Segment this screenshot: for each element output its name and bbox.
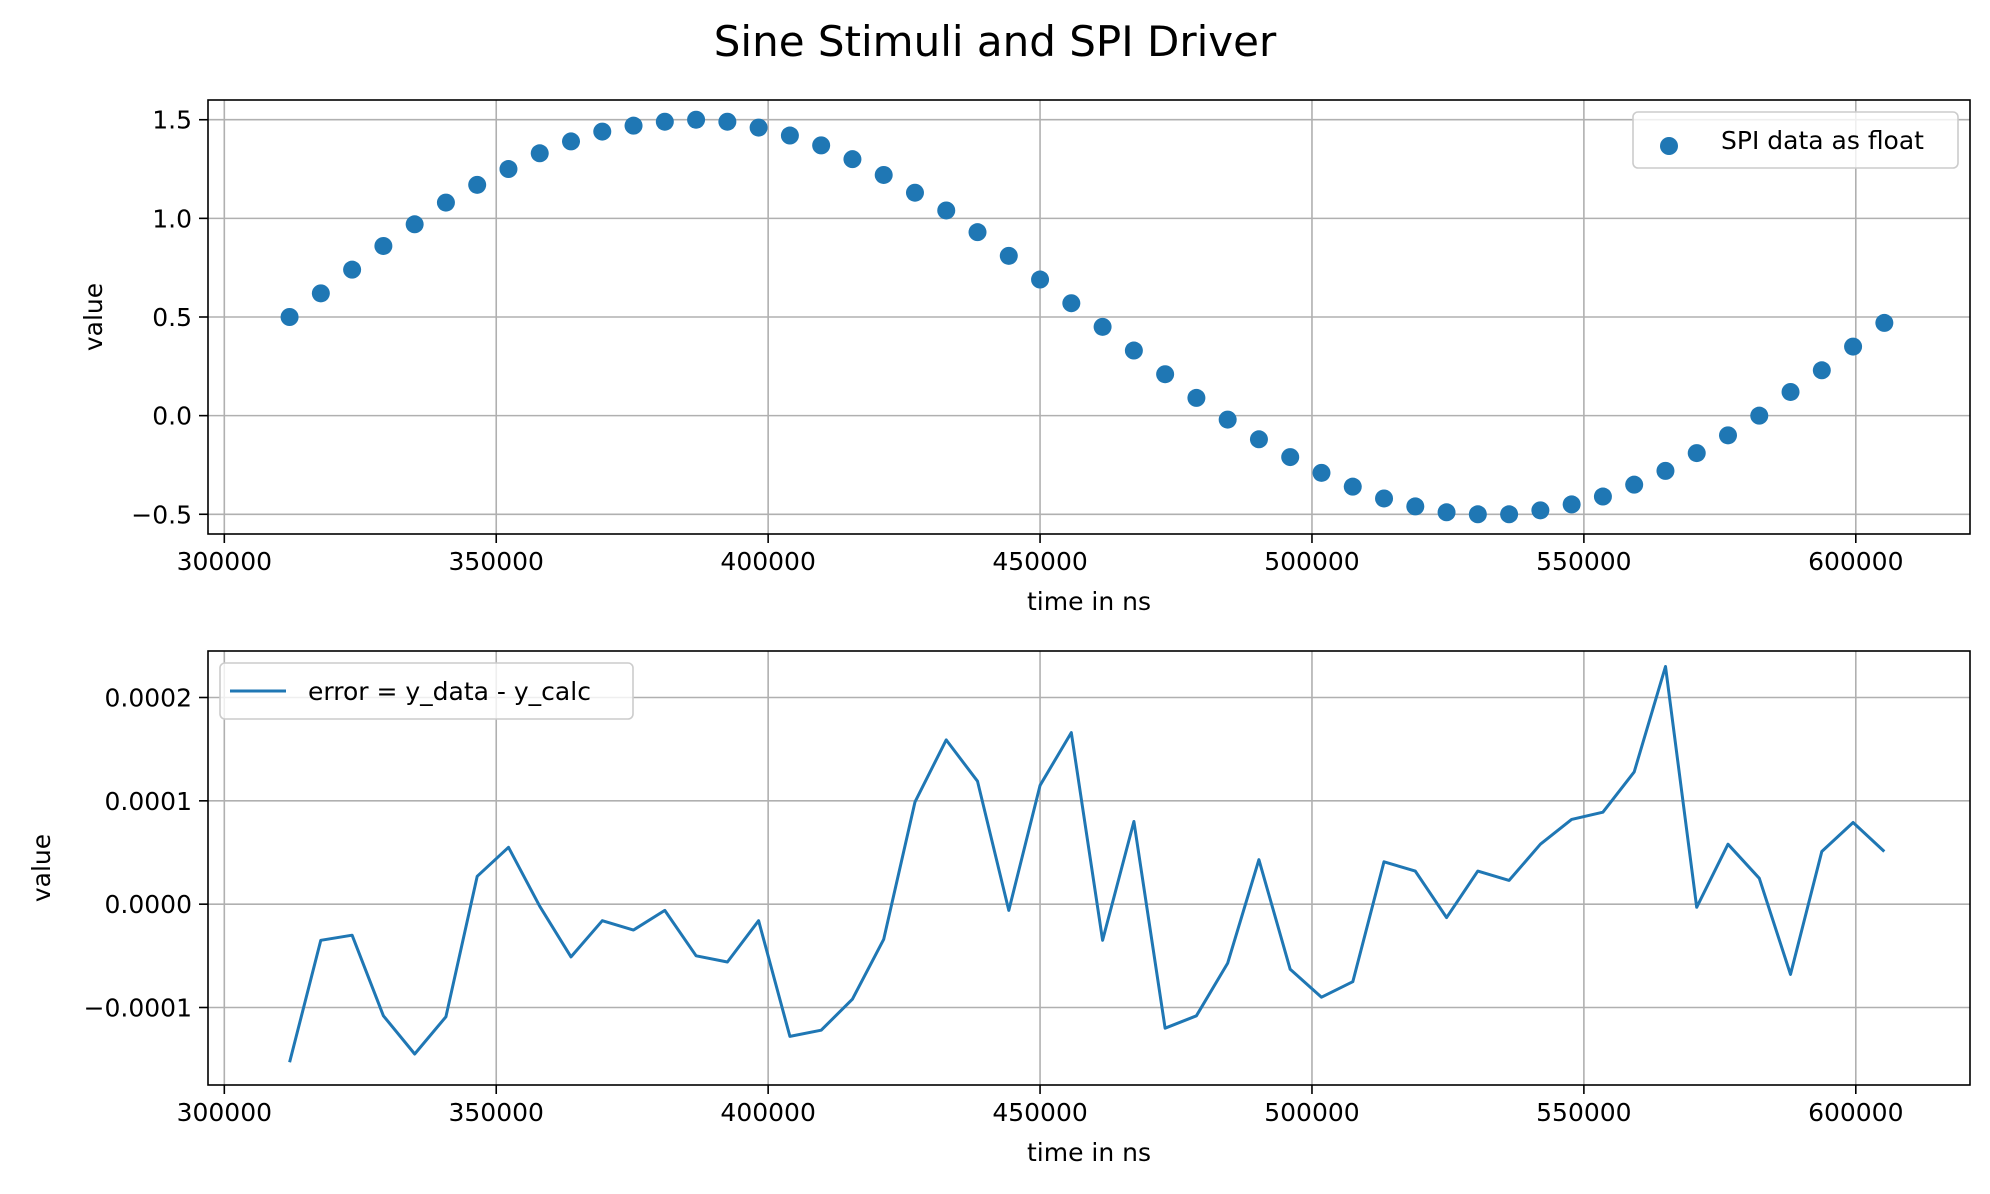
y-tick-label: 0.0001 [105,787,192,816]
scatter-point [1343,477,1362,496]
scatter-point [1687,444,1706,463]
x-tick-label: 550000 [1536,1098,1631,1127]
scatter-point [1156,365,1175,384]
scatter-point [874,165,893,184]
scatter-point [1562,495,1581,514]
scatter-point [1437,503,1456,522]
scatter-point [530,144,549,163]
axes-frame [207,99,1971,535]
x-tick-label: 450000 [992,547,1087,576]
scatter-point [1375,489,1394,508]
y-tick-label: −0.0001 [84,994,192,1023]
scatter-point [655,112,674,131]
scatter-point [1718,426,1737,445]
y-tick-label: −0.5 [131,500,192,529]
scatter-point [1124,341,1143,360]
scatter-point [311,284,330,303]
legend: SPI data as float [1632,111,1959,169]
scatter-point [1062,294,1081,313]
scatter-point [1281,448,1300,467]
y-tick-label: 1.0 [152,204,192,233]
x-tick-label: 400000 [720,547,815,576]
x-axis-label: time in ns [1027,1138,1151,1167]
scatter-point [1656,461,1675,480]
scatter-point [374,236,393,255]
x-tick-label: 350000 [449,547,544,576]
scatter-point [1187,388,1206,407]
scatter-point [780,126,799,145]
scatter-point [1531,501,1550,520]
x-axis-label: time in ns [1027,587,1151,616]
scatter-point [1625,475,1644,494]
scatter-point [937,201,956,220]
scatter-point [280,308,299,326]
scatter-point [687,110,706,129]
scatter-point [1406,497,1425,516]
scatter-point [562,132,581,151]
scatter-point [343,260,362,279]
x-tick-label: 350000 [449,1098,544,1127]
y-axis-label: value [79,283,108,351]
scatter-point [718,112,737,131]
scatter-point [499,160,518,179]
scatter-point [1218,410,1237,429]
axes-frame [207,650,1971,1086]
scatter-point [999,246,1018,265]
scatter-point [812,136,831,155]
y-tick-label: 1.5 [152,106,192,135]
legend-marker [1660,137,1678,155]
x-tick-label: 600000 [1808,547,1903,576]
scatter-point [1875,313,1894,332]
legend-label: SPI data as float [1721,126,1924,155]
y-tick-label: 0.0002 [105,684,192,713]
error-series-line [288,665,1886,1063]
scatter-point [1781,382,1800,401]
bottom-error-line-plot: 300000 350000 400000 450000 500000 550000 6000… [27,650,1971,1167]
scatter-point [624,116,643,135]
legend: error = y_data - y_calc [219,662,634,720]
scatter-point [905,183,924,202]
scatter-point [405,215,424,234]
x-tick-label: 450000 [992,1098,1087,1127]
scatter-point [1312,463,1331,482]
scatter-point [1468,505,1487,524]
scatter-point [1031,270,1050,289]
x-tick-label: 300000 [177,1098,272,1127]
scatter-point [1593,487,1612,506]
scatter-point [1844,337,1863,356]
scatter-point [1093,317,1112,336]
scatter-point [1750,406,1769,425]
y-tick-label: 0.0 [152,402,192,431]
scatter-point [1812,361,1831,380]
legend-label: error = y_data - y_calc [308,677,591,706]
x-tick-label: 400000 [720,1098,815,1127]
y-tick-label: 0.5 [152,303,192,332]
scatter-point [436,193,455,212]
scatter-point [968,223,987,242]
top-scatter-plot: 300000 350000 400000 450000 500000 550000 6000… [79,99,1971,616]
scatter-point [468,175,487,194]
scatter-point [843,150,862,169]
scatter-point [749,118,768,137]
y-axis-label: value [27,834,56,902]
x-tick-label: 500000 [1264,547,1359,576]
x-tick-label: 550000 [1536,547,1631,576]
legend-box [1632,111,1959,169]
scatter-point [1249,430,1268,449]
y-tick-label: 0.0000 [105,890,192,919]
figure-title: Sine Stimuli and SPI Driver [714,17,1277,66]
legend-box [219,662,634,720]
x-tick-label: 300000 [177,547,272,576]
scatter-point [593,122,612,141]
x-tick-label: 500000 [1264,1098,1359,1127]
scatter-point [1500,505,1519,524]
x-tick-label: 600000 [1808,1098,1903,1127]
